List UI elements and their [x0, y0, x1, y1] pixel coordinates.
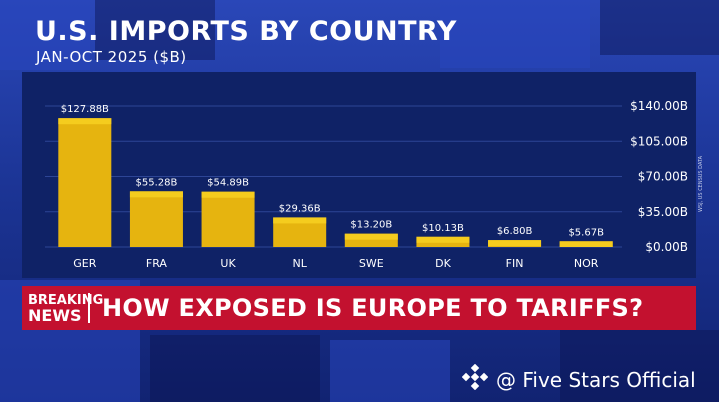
bar: [129, 191, 183, 247]
chart-subtitle: JAN-OCT 2025 ($B): [36, 48, 187, 66]
y-tick-label: $35.00B: [638, 205, 688, 219]
data-label: $6.80B: [497, 226, 533, 237]
bar-highlight: [58, 118, 112, 125]
category-label: FIN: [506, 257, 524, 270]
category-label: SWE: [359, 257, 384, 270]
chart-title: U.S. IMPORTS BY COUNTRY: [35, 16, 457, 47]
category-label: NL: [293, 257, 308, 270]
chart-panel: $127.88B $55.28B $54.89B $29.36B $13.20B $10.…: [22, 72, 696, 278]
breaking-news-banner: BREAKING NEWS HOW EXPOSED IS EUROPE TO T…: [22, 286, 696, 330]
data-label: $10.13B: [422, 223, 464, 234]
badge-breaking: BREAKING: [28, 293, 104, 308]
bar-highlight: [129, 191, 183, 198]
category-label: DK: [435, 257, 451, 270]
y-axis-ticks: $0.00B $35.00B $70.00B $105.00B $140.00B: [630, 99, 688, 254]
data-label: $13.20B: [350, 220, 392, 231]
data-label: $29.36B: [279, 203, 321, 214]
category-label: UK: [220, 257, 236, 270]
banner-headline: HOW EXPOSED IS EUROPE TO TARIFFS?: [102, 294, 644, 322]
y-tick-label: $0.00B: [645, 240, 688, 254]
bars: [58, 118, 613, 247]
y-tick-label: $70.00B: [638, 170, 688, 184]
data-labels: $127.88B $55.28B $54.89B $29.36B $13.20B $10.…: [61, 104, 604, 238]
data-label: $5.67B: [568, 227, 604, 238]
breaking-news-badge: BREAKING NEWS: [22, 286, 104, 330]
watermark-text: @ Five Stars Official: [496, 367, 696, 392]
bar: [58, 118, 112, 247]
watermark: @ Five Stars Official: [461, 363, 696, 395]
category-label: GER: [73, 257, 96, 270]
source-note: WSJ, US CENSUS DATA: [698, 155, 704, 212]
badge-news: NEWS: [28, 306, 82, 325]
bar-highlight: [416, 236, 470, 243]
bar-highlight: [344, 233, 398, 240]
category-label: FRA: [146, 257, 168, 270]
category-label: NOR: [574, 257, 599, 270]
data-label: $54.89B: [207, 178, 249, 189]
y-tick-label: $105.00B: [630, 134, 688, 148]
bar-highlight: [559, 241, 613, 247]
diamond-logo-icon: [461, 363, 489, 395]
bar-highlight: [201, 191, 255, 198]
bar-highlight: [273, 217, 327, 224]
banner-divider: [88, 293, 90, 323]
data-label: $127.88B: [61, 104, 109, 115]
data-label: $55.28B: [136, 177, 178, 188]
bar-chart: $127.88B $55.28B $54.89B $29.36B $13.20B $10.…: [45, 99, 688, 270]
bar-highlight: [488, 240, 542, 247]
y-tick-label: $140.00B: [630, 99, 688, 113]
bar: [201, 191, 255, 247]
category-labels: GER FRA UK NL SWE DK FIN NOR: [73, 257, 599, 270]
